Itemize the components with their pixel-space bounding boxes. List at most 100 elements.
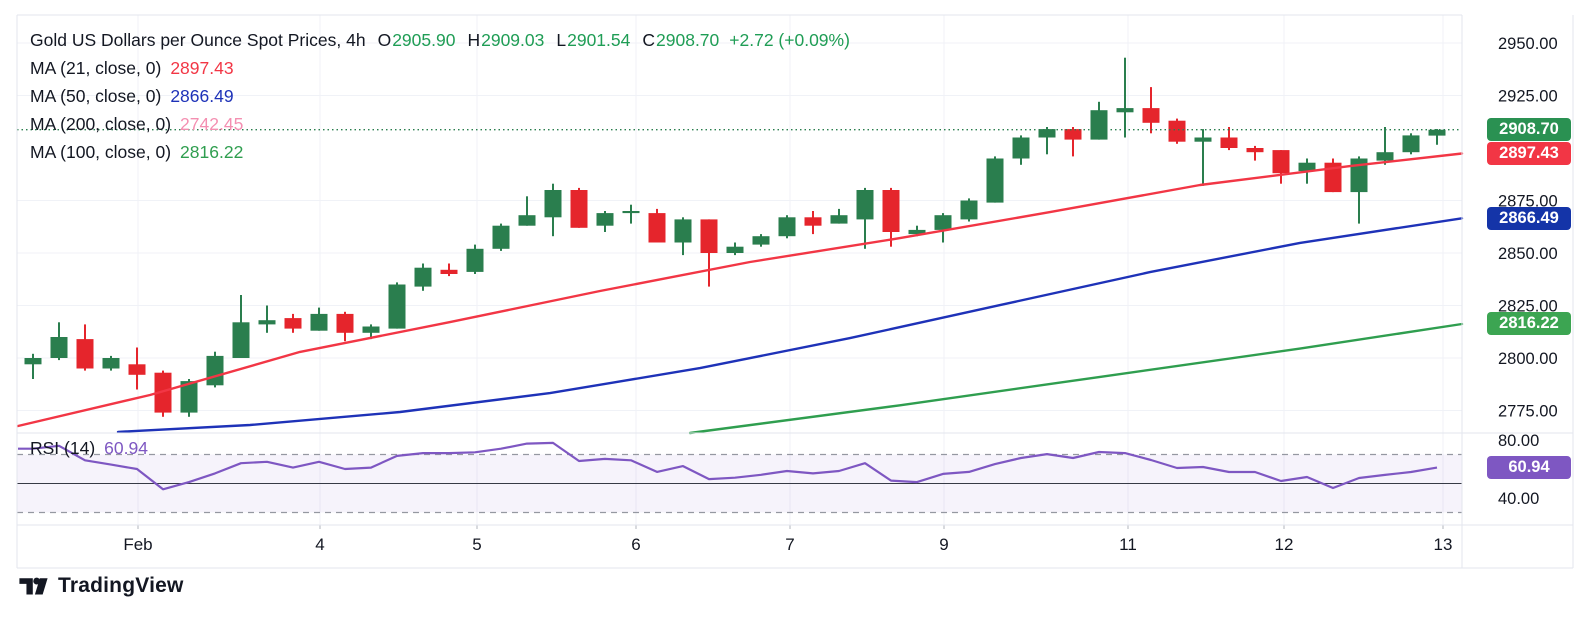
- candle-bullish: [518, 215, 536, 226]
- candle-bearish: [440, 269, 458, 274]
- candle-bullish: [492, 225, 510, 249]
- candle-bullish: [414, 267, 432, 287]
- ma21-value: 2897.43: [170, 58, 234, 78]
- candle-bearish: [882, 190, 900, 232]
- rsi-value: 60.94: [104, 438, 148, 458]
- time-tick-label: 7: [785, 535, 794, 554]
- candle-bearish: [1168, 120, 1186, 142]
- candle-bullish: [622, 211, 640, 214]
- candle-bearish: [1272, 150, 1290, 174]
- candle-bullish: [674, 219, 692, 243]
- candle-bullish: [934, 215, 952, 230]
- ma100-value: 2816.22: [180, 142, 244, 162]
- candle-bullish: [102, 358, 120, 369]
- candle-bullish: [1350, 158, 1368, 193]
- legend-ma50[interactable]: MA (50, close, 0) 2866.49: [30, 82, 850, 110]
- time-tick-label: 5: [472, 535, 481, 554]
- symbol-title-row[interactable]: Gold US Dollars per Ounce Spot Prices, 4…: [30, 26, 850, 54]
- candle-bullish: [908, 229, 926, 235]
- candle-bullish: [986, 158, 1004, 203]
- ma21-label: MA (21, close, 0): [30, 58, 162, 78]
- candle-bearish: [1142, 108, 1160, 123]
- legend-ma200[interactable]: MA (200, close, 0) 2742.45: [30, 110, 850, 138]
- candle-bullish: [830, 215, 848, 224]
- ma100-label: MA (100, close, 0): [30, 142, 172, 162]
- candle-bullish: [310, 313, 328, 331]
- candle-bearish: [1324, 162, 1342, 193]
- price-tick-label: 2800.00: [1498, 350, 1558, 368]
- ma50-line: [116, 217, 1464, 434]
- price-tick-label: 2875.00: [1498, 193, 1558, 211]
- ma50-value: 2866.49: [170, 86, 234, 106]
- rsi-value-badge: 60.94: [1487, 456, 1571, 479]
- ma21-line: [16, 152, 1464, 428]
- candle-bullish: [1116, 108, 1134, 113]
- candle-bullish: [180, 381, 198, 413]
- ma50-price-badge: 2866.49: [1487, 207, 1571, 230]
- candle-bullish: [206, 355, 224, 386]
- candle-bearish: [1220, 137, 1238, 148]
- candle-bearish: [284, 318, 302, 329]
- ma50-label: MA (50, close, 0): [30, 86, 162, 106]
- rsi-tick-label: 80.00: [1498, 432, 1539, 450]
- candle-bearish: [128, 364, 146, 375]
- ma200-label: MA (200, close, 0): [30, 114, 172, 134]
- candle-bearish: [154, 372, 172, 413]
- candle-bearish: [336, 313, 354, 333]
- tradingview-brand-text: TradingView: [58, 574, 184, 597]
- time-tick-label: 11: [1119, 535, 1137, 554]
- candle-bullish: [1194, 137, 1212, 142]
- legend-rsi[interactable]: RSI (14) 60.94: [30, 438, 148, 459]
- rsi-name: RSI (14): [30, 438, 96, 458]
- last-price-badge: 2908.70: [1487, 118, 1571, 141]
- candle-bullish: [24, 358, 42, 365]
- candle-bullish: [1402, 135, 1420, 153]
- ohlc-l: L2901.54: [556, 30, 631, 50]
- time-tick-label: Feb: [123, 535, 152, 554]
- candle-bearish: [804, 217, 822, 226]
- symbol-title: Gold US Dollars per Ounce Spot Prices, 4…: [30, 30, 366, 50]
- candle-bullish: [362, 326, 380, 333]
- price-tick-label: 2950.00: [1498, 35, 1558, 53]
- candle-bullish: [1428, 129, 1446, 136]
- ma100-price-badge: 2816.22: [1487, 312, 1571, 335]
- candle-bearish: [700, 219, 718, 253]
- time-tick-label: 9: [939, 535, 948, 554]
- candle-bearish: [1064, 129, 1082, 140]
- time-tick-label: 13: [1434, 535, 1453, 554]
- candle-bullish: [778, 217, 796, 237]
- rsi-tick-label: 40.00: [1498, 490, 1539, 508]
- attribution[interactable]: TradingView: [18, 574, 184, 598]
- legend-ma21[interactable]: MA (21, close, 0) 2897.43: [30, 54, 850, 82]
- ohlc-c: C2908.70: [642, 30, 720, 50]
- price-tick-label: 2850.00: [1498, 245, 1558, 263]
- price-tick-label: 2925.00: [1498, 88, 1558, 106]
- price-tick-label: 2825.00: [1498, 298, 1558, 316]
- time-tick-label: 6: [631, 535, 640, 554]
- candle-bullish: [1376, 152, 1394, 161]
- indicator-legend: Gold US Dollars per Ounce Spot Prices, 4…: [30, 26, 850, 166]
- ma21-price-badge: 2897.43: [1487, 142, 1571, 165]
- candle-bearish: [570, 190, 588, 228]
- candle-bullish: [50, 337, 68, 358]
- time-tick-label: 4: [315, 535, 324, 554]
- time-axis[interactable]: [17, 525, 1462, 568]
- candle-bearish: [1246, 148, 1264, 153]
- price-tick-label: 2775.00: [1498, 403, 1558, 421]
- ohlc-o: O2905.90: [377, 30, 456, 50]
- time-tick-label: 12: [1275, 535, 1294, 554]
- candle-bullish: [752, 236, 770, 245]
- candle-bullish: [596, 213, 614, 226]
- candle-bullish: [544, 190, 562, 218]
- candle-bullish: [388, 284, 406, 329]
- price-change: +2.72 (+0.09%): [729, 30, 850, 50]
- candle-bullish: [856, 190, 874, 220]
- legend-ma100[interactable]: MA (100, close, 0) 2816.22: [30, 138, 850, 166]
- price-axis[interactable]: [1462, 15, 1573, 568]
- candle-bullish: [960, 200, 978, 220]
- ohlc-values: O2905.90 H2909.03 L2901.54 C2908.70 +2.72 (+…: [366, 30, 850, 50]
- ohlc-h: H2909.03: [467, 30, 545, 50]
- ma200-value: 2742.45: [180, 114, 244, 134]
